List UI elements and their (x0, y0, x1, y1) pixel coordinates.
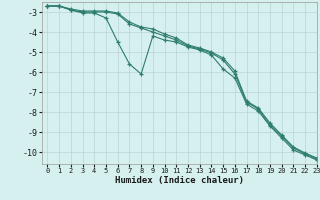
X-axis label: Humidex (Indice chaleur): Humidex (Indice chaleur) (115, 176, 244, 185)
